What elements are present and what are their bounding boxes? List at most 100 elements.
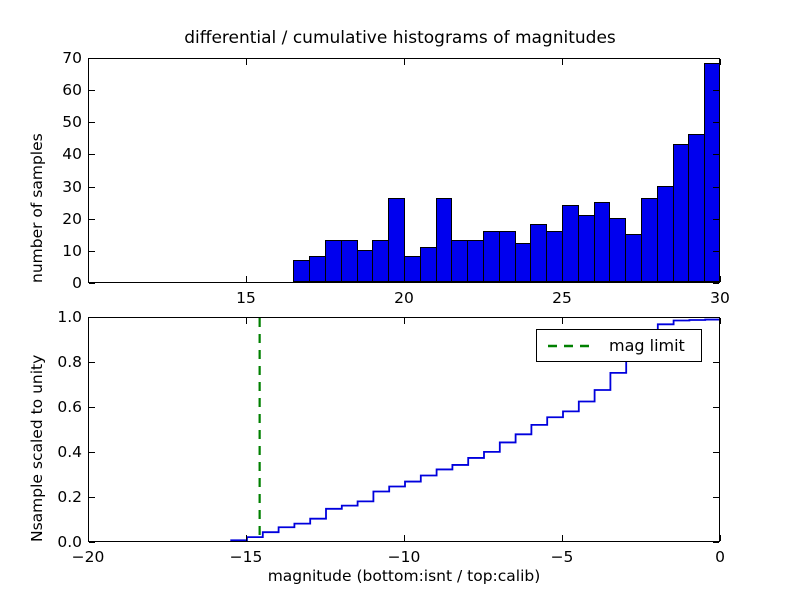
histogram-bar [404, 256, 421, 282]
y-tick-label: 0.6 [57, 398, 82, 416]
legend-entry-mag-limit: mag limit [609, 336, 685, 355]
axis-tick [89, 187, 95, 188]
axis-tick [88, 318, 89, 324]
axis-tick [713, 452, 719, 453]
histogram-bar [419, 246, 437, 282]
axis-tick [713, 58, 719, 59]
axis-tick [89, 154, 95, 155]
histogram-bar [641, 198, 658, 282]
histogram-bar [672, 143, 690, 282]
axis-tick [89, 90, 95, 91]
axis-tick [89, 362, 95, 363]
histogram-axes [88, 58, 720, 283]
histogram-bar [309, 256, 326, 282]
axis-tick [89, 317, 95, 318]
histogram-bar [546, 230, 563, 282]
histogram-bar [325, 240, 342, 282]
histogram-bar [530, 224, 548, 282]
y-tick-label: 1.0 [57, 308, 82, 326]
page-title: differential / cumulative histograms of … [184, 28, 616, 48]
axis-tick [713, 497, 719, 498]
x-tick-label: 30 [710, 289, 730, 307]
x-tick-label: 25 [552, 289, 572, 307]
axis-tick [88, 276, 89, 282]
y-tick-label: 60 [62, 81, 82, 100]
x-tick-label: 20 [394, 289, 414, 307]
axis-tick [246, 535, 247, 541]
x-tick-label: 0 [715, 548, 725, 566]
axis-tick [713, 219, 719, 220]
axis-tick [89, 283, 95, 284]
legend[interactable]: mag limit [536, 329, 702, 362]
y-tick-label: 0.8 [57, 353, 82, 371]
y-tick-label: 30 [62, 177, 82, 196]
y-tick-label: 70 [62, 49, 82, 67]
histogram-bar [625, 233, 642, 282]
axis-tick [562, 59, 563, 65]
histogram-bar [356, 249, 374, 282]
cumulative-x-axis-label: magnitude (bottom:isnt / top:calib) [267, 567, 541, 585]
histogram-bar [293, 259, 311, 282]
axis-tick [89, 219, 95, 220]
histogram-bar [704, 63, 719, 282]
histogram-plot-area [89, 59, 719, 282]
axis-tick [713, 317, 719, 318]
axis-tick [713, 122, 719, 123]
axis-tick [720, 535, 721, 541]
x-tick-label: −20 [71, 548, 105, 566]
axis-tick [89, 452, 95, 453]
axis-tick [246, 59, 247, 65]
axis-tick [713, 407, 719, 408]
histogram-bar [340, 240, 358, 282]
histogram-bar [435, 198, 453, 282]
axis-tick [246, 318, 247, 324]
axis-tick [713, 283, 719, 284]
histogram-bar [498, 230, 516, 282]
histogram-bar [609, 217, 627, 282]
x-tick-label: 15 [236, 289, 256, 307]
y-tick-label: 0 [72, 274, 82, 292]
axis-tick [89, 58, 95, 59]
axis-tick [713, 362, 719, 363]
y-tick-label: 0.4 [57, 443, 82, 461]
axis-tick [89, 251, 95, 252]
axis-tick [720, 276, 721, 282]
histogram-bar [451, 240, 469, 282]
axis-tick [89, 542, 95, 543]
axis-tick [404, 276, 405, 282]
histogram-bar [467, 240, 484, 282]
histogram-bar [372, 240, 390, 282]
x-tick-label: −10 [387, 548, 421, 566]
axis-tick [404, 318, 405, 324]
histogram-bar [514, 243, 532, 282]
axis-tick [404, 535, 405, 541]
axis-tick [713, 90, 719, 91]
mag-limit-dashed-line-icon [548, 344, 592, 347]
y-tick-label: 50 [62, 113, 82, 132]
y-tick-label: 0.2 [57, 488, 82, 506]
histogram-bar [656, 185, 674, 282]
y-tick-label: 40 [62, 145, 82, 164]
axis-tick [562, 276, 563, 282]
cumulative-y-axis-label: Nsample scaled to unity [28, 354, 46, 542]
axis-tick [713, 154, 719, 155]
y-tick-label: 0.0 [57, 533, 82, 551]
axis-tick [89, 407, 95, 408]
axis-tick [713, 187, 719, 188]
axis-tick [89, 122, 95, 123]
histogram-bar [577, 214, 595, 282]
histogram-bar [483, 230, 500, 282]
x-tick-label: −15 [229, 548, 263, 566]
histogram-y-axis-label: number of samples [28, 133, 46, 283]
x-tick-label: −5 [550, 548, 574, 566]
y-tick-label: 20 [62, 209, 82, 228]
histogram-bar [688, 134, 706, 282]
axis-tick [562, 535, 563, 541]
histogram-bar [593, 201, 611, 282]
axis-tick [713, 542, 719, 543]
axis-tick [720, 318, 721, 324]
histogram-bar [388, 198, 405, 282]
axis-tick [88, 535, 89, 541]
axis-tick [713, 251, 719, 252]
